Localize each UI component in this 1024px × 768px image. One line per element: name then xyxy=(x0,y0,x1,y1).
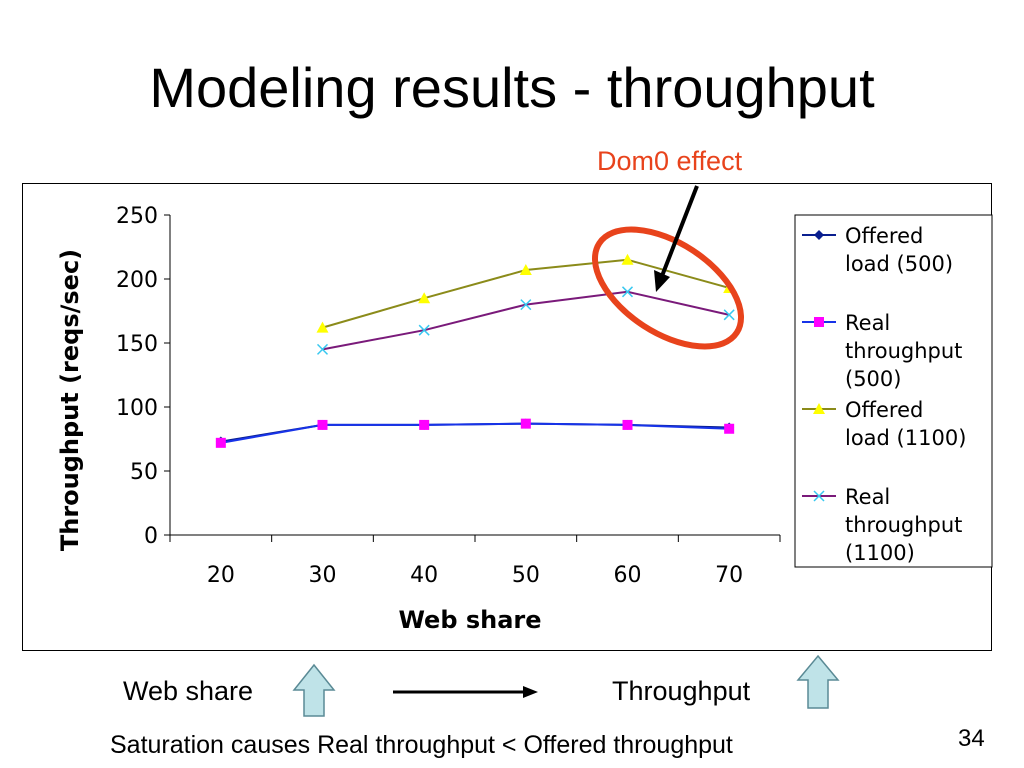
x-tick-label: 40 xyxy=(410,563,438,588)
series-4 xyxy=(316,286,735,355)
page-number: 34 xyxy=(958,725,985,752)
legend-marker xyxy=(813,403,825,414)
y-tick-label: 250 xyxy=(116,204,158,229)
x-tick-label: 20 xyxy=(207,563,235,588)
right-arrow-icon xyxy=(393,686,538,698)
legend-entry: Real throughput (500) xyxy=(802,311,962,391)
legend-marker xyxy=(814,230,824,240)
legend-label: throughput xyxy=(845,339,962,363)
slide-title: Modeling results - throughput xyxy=(149,56,875,119)
dom0-highlight-ellipse xyxy=(591,226,745,350)
legend-label: (1100) xyxy=(845,541,915,565)
y-tick-labels: 0 50 100 150 200 250 xyxy=(116,204,158,549)
legend-marker xyxy=(814,317,824,327)
data-point xyxy=(215,437,226,448)
y-axis-label: Throughput (reqs/sec) xyxy=(56,249,84,551)
x-axis-label: Web share xyxy=(398,606,541,634)
legend-label: throughput xyxy=(845,513,962,537)
chart-legend: Offered load (500) Real throughput (500) Offe… xyxy=(794,214,993,568)
data-point xyxy=(520,418,531,429)
y-tick-label: 200 xyxy=(116,268,158,293)
legend-box xyxy=(794,214,993,568)
legend-label: load (500) xyxy=(845,252,953,276)
data-point xyxy=(621,286,634,298)
dom0-pointer-arrow xyxy=(654,185,699,292)
x-tick-labels: 20 30 40 50 60 70 xyxy=(207,563,743,588)
x-tick-label: 30 xyxy=(309,563,337,588)
data-point xyxy=(724,423,735,434)
data-point xyxy=(316,343,329,355)
up-arrow-icon xyxy=(796,654,840,709)
x-tick-label: 50 xyxy=(512,563,540,588)
legend-entry: Offered load (1100) xyxy=(802,398,966,450)
up-arrow-icon xyxy=(292,663,336,717)
data-point xyxy=(622,419,633,430)
legend-label: Offered xyxy=(845,224,923,248)
series-1 xyxy=(215,418,735,447)
data-point xyxy=(419,419,430,430)
series-3 xyxy=(316,253,736,333)
series-2 xyxy=(215,418,735,448)
data-point xyxy=(519,264,532,276)
y-tick-label: 0 xyxy=(144,524,158,549)
web-share-caption: Web share xyxy=(123,676,254,706)
legend-label: Offered xyxy=(845,398,923,422)
legend-label: (500) xyxy=(845,367,901,391)
data-point xyxy=(418,324,430,336)
y-tick-label: 100 xyxy=(116,396,158,421)
x-tick-label: 60 xyxy=(614,563,642,588)
chart-series xyxy=(215,253,736,448)
y-tick-label: 150 xyxy=(116,332,158,357)
legend-label: Real xyxy=(845,485,890,509)
data-point xyxy=(520,299,532,311)
data-point xyxy=(723,309,735,321)
data-point xyxy=(316,321,329,333)
dom0-effect-annotation: Dom0 effect xyxy=(597,146,743,176)
legend-entry: Real throughput (1100) xyxy=(802,485,962,565)
throughput-caption: Throughput xyxy=(612,676,751,706)
legend-marker xyxy=(813,490,825,502)
legend-entry: Offered load (500) xyxy=(802,224,953,276)
data-point xyxy=(317,419,328,430)
data-point xyxy=(418,292,431,304)
x-tick-label: 70 xyxy=(715,563,743,588)
chart-axes xyxy=(164,214,781,542)
saturation-note: Saturation causes Real throughput < Offe… xyxy=(110,731,733,759)
legend-label: Real xyxy=(845,311,890,335)
y-tick-label: 50 xyxy=(130,460,158,485)
legend-label: load (1100) xyxy=(845,426,966,450)
data-point xyxy=(621,253,634,265)
series-line xyxy=(220,422,730,444)
